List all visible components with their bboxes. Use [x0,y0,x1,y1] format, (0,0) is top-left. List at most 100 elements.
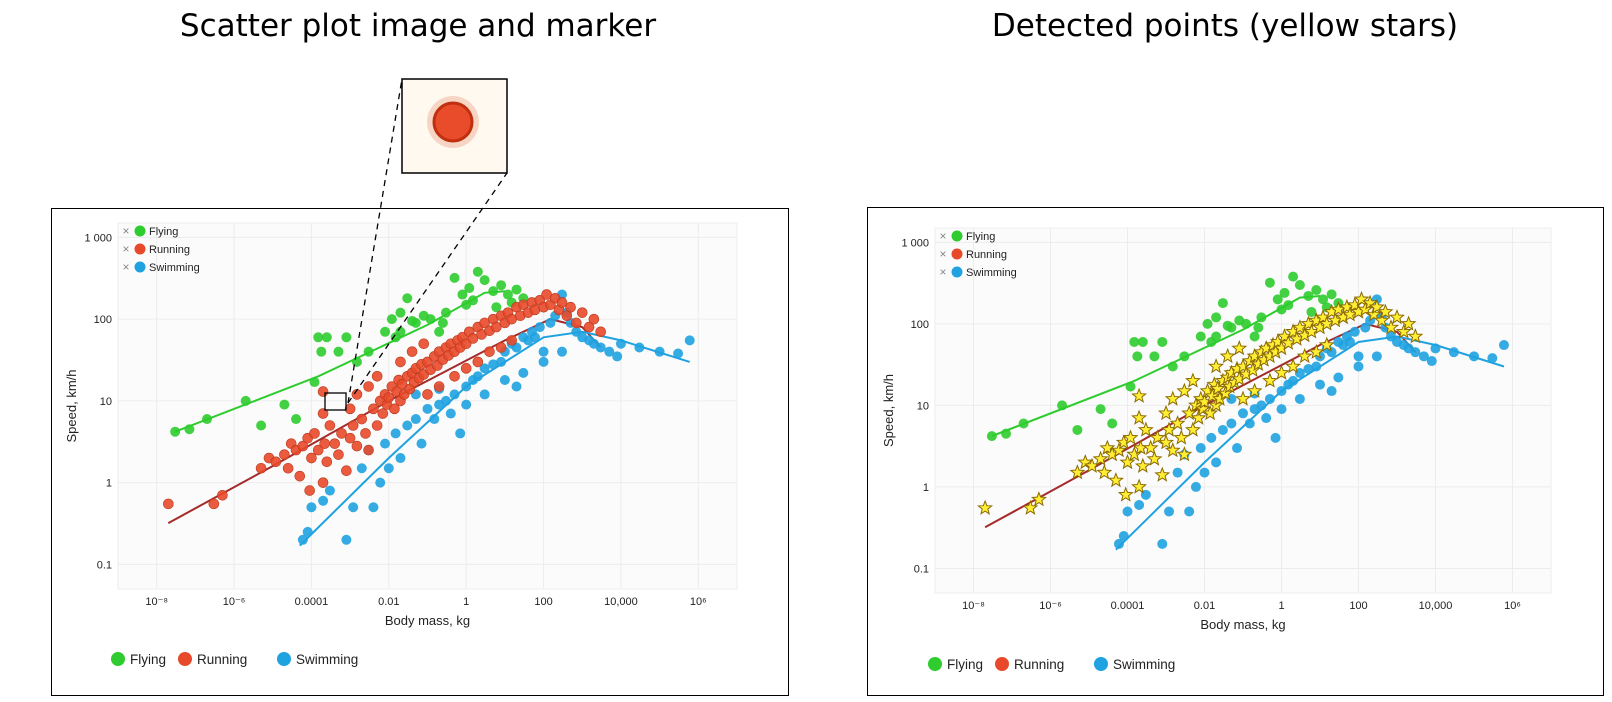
point-swimming [1264,393,1275,404]
left-scatter-chart: 10⁻⁸ 10⁻⁶ 0.0001 0.01 1 100 10,000 10⁶ 0.1 1 10 100… [64,222,738,667]
point-swimming [534,322,545,333]
point-flying [491,302,502,313]
point-swimming [1288,375,1299,386]
point-flying [1132,351,1143,362]
point-swimming [529,332,540,343]
point-swimming [368,502,379,513]
point-swimming [1487,353,1498,364]
point-flying [1157,336,1168,347]
point-running [312,444,324,456]
point-running [279,449,290,460]
point-flying [449,272,460,283]
bottom-legend-marker-swimming [277,652,291,666]
point-flying [1001,428,1012,439]
legend-marker-running [951,248,963,260]
point-flying [202,414,213,425]
point-flying [363,346,374,357]
point-running [163,498,174,510]
x-tick-label: 100 [534,596,552,608]
detected-star-point [1096,464,1113,480]
detected-star-point [1209,380,1226,396]
detected-star-point [1219,347,1236,364]
detected-star-point [1154,466,1171,482]
point-flying [1107,418,1118,429]
point-swimming [673,348,684,359]
point-swimming [445,408,456,419]
x-tick-label: 1 [463,596,469,608]
detected-star-point [1110,442,1127,458]
detected-star-point [1234,390,1252,406]
point-flying [1264,277,1275,288]
point-flying [184,424,195,435]
detected-star-point [1176,446,1193,462]
detected-star-point [1131,478,1148,494]
zoom-marker-dot [432,101,474,143]
point-running [360,428,371,439]
point-running [588,313,600,325]
detected-star-point [1296,347,1313,364]
point-swimming [595,342,606,353]
y-tick-label: 1 000 [84,232,112,244]
left-panel-title: Scatter plot image and marker [179,8,657,44]
point-flying [395,307,406,318]
point-running [490,321,502,333]
detected-star-point [1092,450,1109,466]
point-swimming [1122,506,1133,517]
point-flying [1195,331,1206,342]
detected-star-point [1365,306,1382,322]
x-tick-label: 10⁶ [690,596,707,608]
point-flying [341,332,352,343]
detected-star-point [1202,404,1219,421]
point-flying [1217,298,1228,309]
bottom-legend-marker-running [995,657,1009,671]
point-flying [502,289,513,300]
point-swimming [324,485,335,496]
detected-star-point [1173,429,1190,445]
point-swimming [1217,424,1228,435]
point-flying [437,317,448,328]
x-tick-label: 10,000 [604,596,638,608]
point-flying [479,275,490,286]
point-running [294,470,306,482]
detected-star-point [1261,372,1278,388]
zoom-connector-right [347,172,508,404]
point-flying [407,315,418,326]
point-swimming [1294,367,1305,378]
point-flying [170,426,181,437]
point-running [556,297,568,308]
point-swimming [461,399,472,410]
point-swimming [654,346,665,357]
bottom-legend-label-swimming: Swimming [296,652,358,667]
detected-star-point [1169,415,1186,431]
point-running [484,346,495,357]
point-flying [279,399,290,410]
bottom-legend-label-flying: Flying [130,652,166,667]
point-flying [1018,418,1029,429]
point-running [255,462,267,474]
marker-selection-box [324,392,347,411]
point-swimming [1430,343,1441,354]
detected-star-point [1119,454,1136,470]
point-running [344,403,356,415]
bottom-legend-label-swimming: Swimming [1113,657,1175,672]
y-axis-label: Speed, km/h [64,370,79,443]
point-running [383,392,395,403]
detected-star-point [1377,303,1394,319]
point-swimming [557,346,568,357]
bottom-legend-label-flying: Flying [947,657,983,672]
point-flying [395,326,406,337]
point-running [395,356,406,368]
point-swimming [341,534,352,545]
detected-star-point [1184,421,1201,437]
x-tick-label: 100 [1349,600,1367,612]
point-flying [1306,306,1317,317]
legend-marker-flying [134,225,146,237]
legend-label-running: Running [966,249,1007,261]
point-swimming [449,389,460,400]
detected-star-point [1181,404,1198,421]
point-swimming [615,338,626,349]
point-swimming [390,428,401,439]
point-swimming [479,389,490,400]
point-running [576,307,588,318]
left-chart-frame: 10⁻⁸ 10⁻⁶ 0.0001 0.01 1 100 10,000 10⁶ 0.1 1 10 100… [51,208,789,696]
